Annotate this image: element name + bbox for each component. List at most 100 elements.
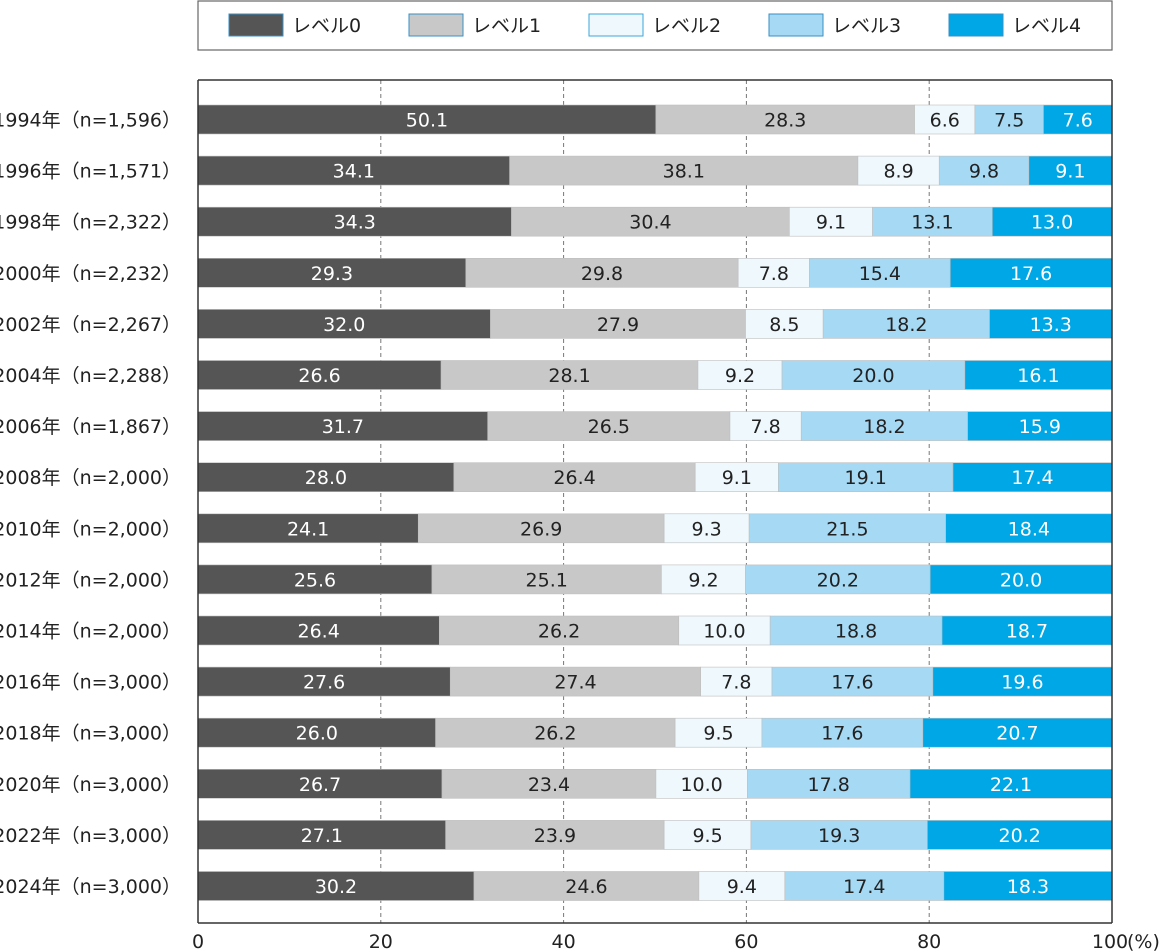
data-label-4: 16.1 [1017,365,1059,387]
legend-swatch-3 [768,13,824,37]
data-label-3: 17.6 [831,672,873,694]
bar-segment-0 [197,206,512,237]
x-axis-labels: 0 20 40 60 80 100(%) [192,931,1159,951]
data-label-1: 26.2 [534,723,576,745]
bar-segment-1 [417,513,665,544]
data-label-4: 20.7 [996,723,1038,745]
data-label-1: 23.9 [534,825,576,847]
bar-row: 27.1 23.9 9.5 19.3 20.2 [197,820,1113,850]
legend-label-0: レベル0 [292,15,361,37]
bars: 50.1 28.3 6.6 7.5 7.6 34.1 38.1 8.9 9.8 9.1 34.3 30… [197,104,1113,901]
y-tick-label: 2006年（n=1,867） [0,416,181,438]
bar-segment-3 [822,309,990,339]
bar-row: 31.7 26.5 7.8 18.2 15.9 [197,411,1113,441]
data-label-2: 8.9 [883,161,913,183]
bar-row: 24.1 26.9 9.3 21.5 18.4 [197,513,1113,544]
y-axis-labels: 1994年（n=1,596） 1996年（n=1,571） 1998年（n=2,32… [0,110,181,899]
bar-segment-1 [435,717,676,748]
bar-segment-1 [465,257,739,288]
legend-label-3: レベル3 [832,15,901,37]
data-label-0: 34.1 [333,161,375,183]
bar-segment-4 [943,871,1113,901]
data-label-3: 17.4 [843,876,885,898]
data-label-3: 7.5 [994,110,1024,132]
y-tick-label: 1994年（n=1,596） [0,110,181,132]
data-label-0: 25.6 [294,569,336,591]
bar-segment-2 [655,768,748,799]
data-label-0: 34.3 [334,212,376,234]
bar-row: 26.7 23.4 10.0 17.8 22.1 [197,768,1113,799]
data-label-0: 31.7 [322,416,364,438]
data-label-2: 10.0 [680,774,722,796]
bar-segment-1 [431,564,662,595]
bar-segment-3 [761,717,924,748]
bar-segment-2 [698,871,786,901]
data-label-1: 23.4 [528,774,570,796]
legend-swatch-4 [948,13,1004,37]
data-label-3: 21.5 [826,518,868,540]
data-label-3: 20.2 [817,569,859,591]
bar-segment-4 [967,411,1113,441]
data-label-3: 17.8 [808,774,850,796]
legend-swatch-0 [228,13,284,37]
bar-segment-1 [511,206,790,237]
data-label-2: 10.0 [703,621,745,643]
data-label-4: 22.1 [990,774,1032,796]
bar-segment-1 [441,768,657,799]
bar-segment-2 [697,360,783,390]
y-tick-label: 2020年（n=3,000） [0,774,181,796]
y-tick-label: 2022年（n=3,000） [0,825,181,847]
bar-row: 25.6 25.1 9.2 20.2 20.0 [197,564,1113,595]
bar-segment-1 [449,666,702,697]
bar-segment-4 [945,513,1113,544]
data-label-0: 29.3 [311,263,353,285]
data-label-4: 13.0 [1031,212,1073,234]
bar-segment-2 [661,564,746,595]
bar-segment-2 [700,666,773,697]
bar-segment-2 [737,257,810,288]
y-tick-label: 2016年（n=3,000） [0,672,181,694]
bar-segment-1 [445,820,665,850]
data-label-1: 28.3 [764,110,806,132]
x-unit-label: (%) [1127,931,1159,951]
bar-segment-3 [747,768,911,799]
bar-row: 34.1 38.1 8.9 9.8 9.1 [197,155,1113,186]
data-label-2: 9.2 [688,569,718,591]
bar-row: 26.0 26.2 9.5 17.6 20.7 [197,717,1113,748]
data-label-2: 9.5 [703,723,733,745]
data-label-4: 17.6 [1010,263,1052,285]
bar-segment-4 [1028,155,1113,186]
data-label-1: 26.2 [538,621,580,643]
bar-segment-2 [745,309,824,339]
y-tick-label: 1998年（n=2,322） [0,212,181,234]
bar-row: 26.4 26.2 10.0 18.8 18.7 [197,615,1113,646]
bar-segment-4 [989,309,1113,339]
bar-segment-4 [909,768,1113,799]
bar-segment-0 [197,309,491,339]
bar-segment-3 [809,257,951,288]
bar-row: 29.3 29.8 7.8 15.4 17.6 [197,257,1113,288]
bar-row: 27.6 27.4 7.8 17.6 19.6 [197,666,1113,697]
data-label-2: 9.3 [692,518,722,540]
legend-swatch-2 [588,13,644,37]
y-tick-label: 2008年（n=2,000） [0,467,181,489]
x-tick-label: 20 [369,931,393,951]
bar-segment-1 [473,871,700,901]
data-label-4: 7.6 [1063,110,1093,132]
bar-row: 26.6 28.1 9.2 20.0 16.1 [197,360,1113,390]
bar-segment-1 [453,462,696,493]
data-label-4: 18.7 [1006,621,1048,643]
data-label-2: 6.6 [930,110,960,132]
data-label-4: 15.9 [1019,416,1061,438]
bar-segment-2 [729,411,802,441]
y-tick-label: 2024年（n=3,000） [0,876,181,898]
bar-row: 32.0 27.9 8.5 18.2 13.3 [197,309,1113,339]
bar-segment-0 [197,104,657,135]
data-label-4: 9.1 [1055,161,1085,183]
data-label-4: 18.3 [1007,876,1049,898]
data-label-0: 26.0 [296,723,338,745]
data-label-3: 15.4 [859,263,901,285]
x-tick-label: 80 [917,931,941,951]
legend: レベル0 レベル1 レベル2 レベル3 レベル4 [197,0,1113,51]
